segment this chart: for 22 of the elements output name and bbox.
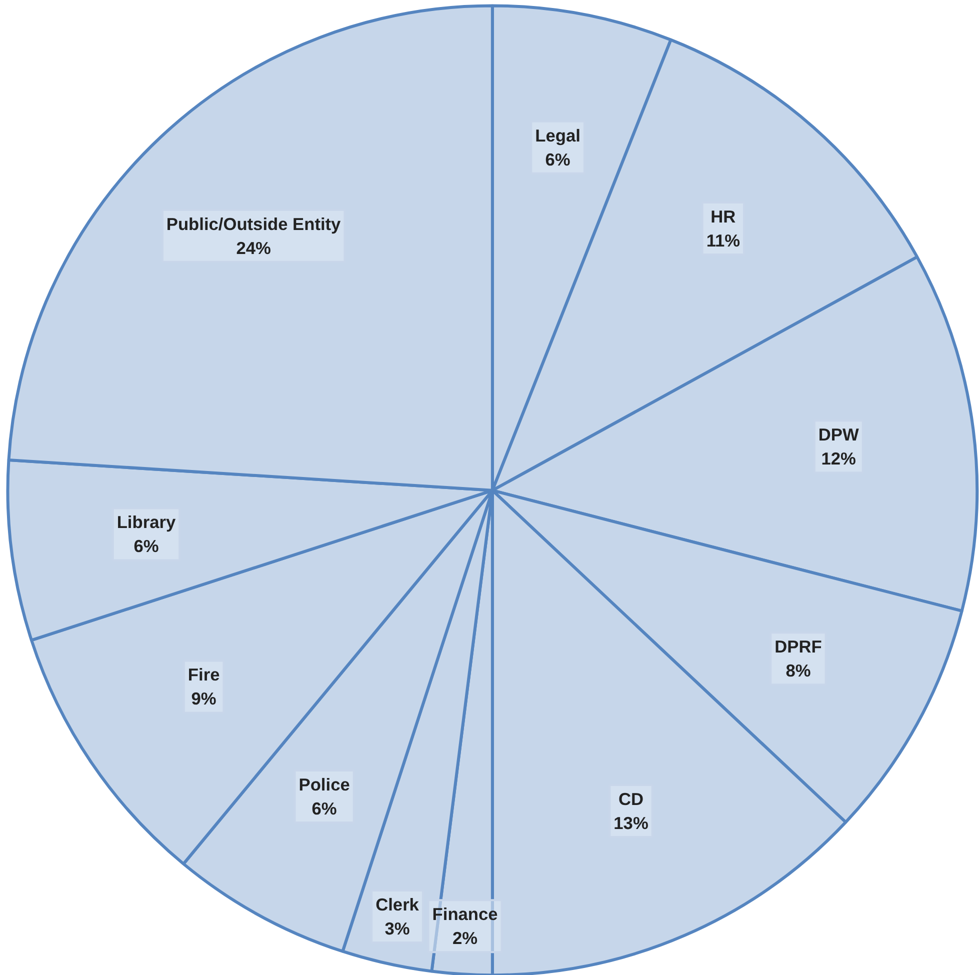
data-label: 6% xyxy=(545,149,570,170)
data-label: 13% xyxy=(614,812,648,833)
slice-label: Library xyxy=(116,512,176,532)
slice-label: Legal xyxy=(535,125,580,146)
slice-label: CD xyxy=(618,788,644,809)
data-label: 6% xyxy=(134,536,159,556)
data-label: 6% xyxy=(312,798,337,818)
data-label: 11% xyxy=(706,230,740,250)
slice-label: HR xyxy=(710,206,736,226)
data-label: 3% xyxy=(384,918,410,938)
slice-label: Police xyxy=(298,774,350,794)
slice-label: Fire xyxy=(188,664,220,685)
data-label: 9% xyxy=(191,688,216,709)
data-label: 8% xyxy=(786,660,811,681)
data-label: 24% xyxy=(236,238,271,258)
slice-label: Public/Outside Entity xyxy=(166,214,342,234)
data-label: 2% xyxy=(452,928,478,948)
data-label: 12% xyxy=(821,448,856,469)
slice-label: Clerk xyxy=(376,894,420,914)
slice-label: DPRF xyxy=(774,636,822,657)
slice-label: Finance xyxy=(432,904,498,924)
slice-label: DPW xyxy=(818,424,860,445)
